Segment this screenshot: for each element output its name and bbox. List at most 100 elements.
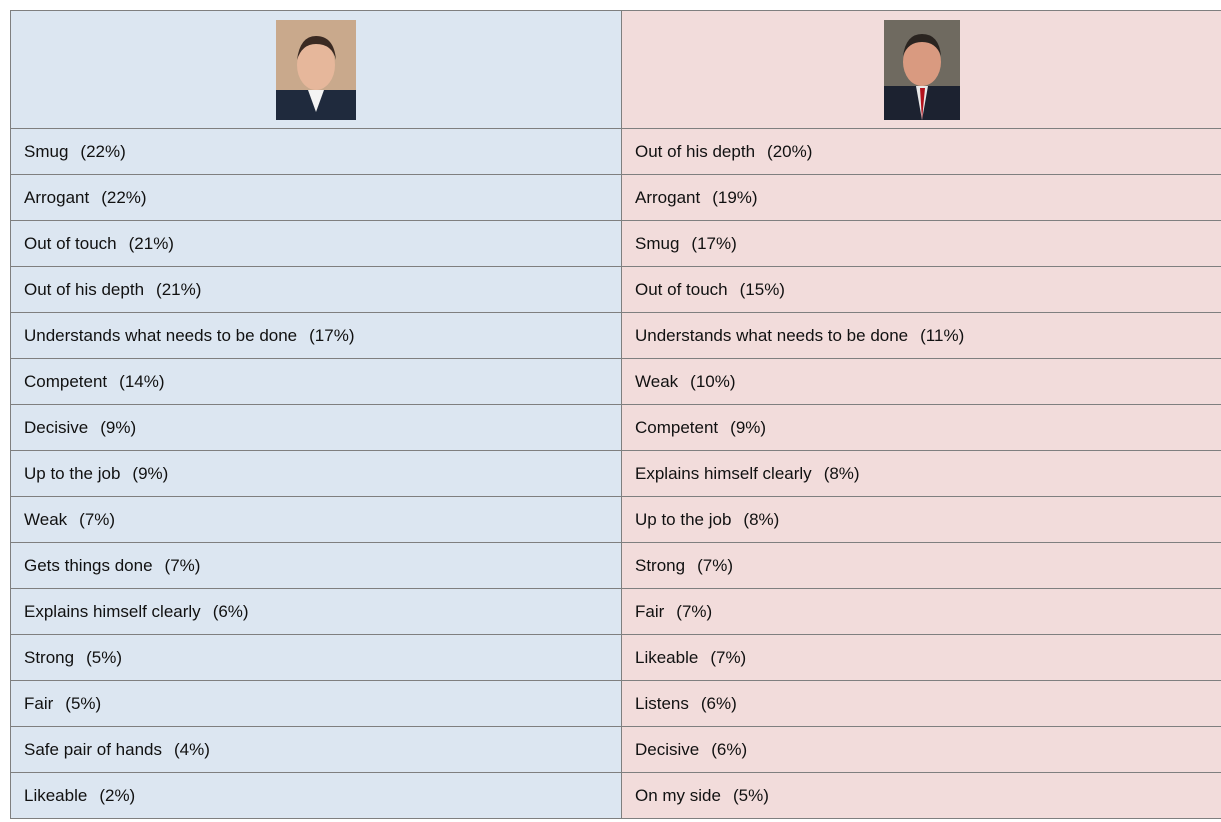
table-cell: Explains himself clearly(6%) [11,589,622,635]
trait-label: Out of his depth [24,280,144,299]
trait-label: Decisive [24,418,88,437]
table-cell: Understands what needs to be done(17%) [11,313,622,359]
table-cell: Listens (6%) [622,681,1221,727]
share-label: (6%) [711,740,747,759]
table-cell: Out of touch (15%) [622,267,1221,313]
trait-label: Likeable [635,648,698,667]
table-row: Gets things done (7%) Strong (7%) [11,543,1221,589]
portrait-right [884,20,960,120]
table-row: Competent (14%) Weak (10%) [11,359,1221,405]
table-cell: Up to the job (8%) [622,497,1221,543]
trait-label: Explains himself clearly [24,602,201,621]
table-row: Up to the job (9%) Explains himself clearl… [11,451,1221,497]
share-label: (19%) [712,188,757,207]
table-cell: Fair (7%) [622,589,1221,635]
trait-label: Fair [635,602,664,621]
table-cell: Competent (14%) [11,359,622,405]
share-label: (22%) [101,188,146,207]
share-label: (6%) [701,694,737,713]
table-cell: Strong (5%) [11,635,622,681]
table-cell: Safe pair of hands(4%) [11,727,622,773]
header-row [11,11,1221,129]
table-cell: Explains himself clearly (8%) [622,451,1221,497]
trait-label: Strong [635,556,685,575]
share-label: (7%) [79,510,115,529]
table-row: Out of touch (21%) Smug (17%) [11,221,1221,267]
table-row: Decisive (9%) Competent (9%) [11,405,1221,451]
table-cell: Arrogant (22%) [11,175,622,221]
share-label: (9%) [132,464,168,483]
table-cell: Competent (9%) [622,405,1221,451]
table-cell: Likeable(2%) [11,773,622,819]
share-label: (7%) [697,556,733,575]
table-row: Strong (5%) Likeable (7%) [11,635,1221,681]
table-body: Smug (22%) Out of his depth (20%) Arrogant (2… [11,11,1221,819]
share-label: (10%) [690,372,735,391]
trait-label: Fair [24,694,53,713]
trait-label: Out of touch [24,234,117,253]
table-cell: Likeable (7%) [622,635,1221,681]
trait-label: Arrogant [24,188,89,207]
trait-label: Up to the job [24,464,120,483]
trait-label: Out of his depth [635,142,755,161]
trait-label: Up to the job [635,510,731,529]
share-label: (7%) [676,602,712,621]
table-row: Likeable(2%) On my side (5%) [11,773,1221,819]
table-cell: Arrogant (19%) [622,175,1221,221]
table-cell: Fair (5%) [11,681,622,727]
share-label: (9%) [730,418,766,437]
table-row: Smug (22%) Out of his depth (20%) [11,129,1221,175]
share-label: (8%) [743,510,779,529]
table-row: Arrogant (22%) Arrogant (19%) [11,175,1221,221]
share-label: (5%) [733,786,769,805]
share-label: (21%) [129,234,174,253]
trait-label: Decisive [635,740,699,759]
share-label: (17%) [309,326,354,345]
trait-label: Smug [635,234,679,253]
table-cell: On my side (5%) [622,773,1221,819]
share-label: (20%) [767,142,812,161]
trait-label: Weak [635,372,678,391]
table-cell: Up to the job (9%) [11,451,622,497]
table-cell: Decisive (6%) [622,727,1221,773]
table-cell: Decisive (9%) [11,405,622,451]
comparison-table: Smug (22%) Out of his depth (20%) Arrogant (2… [10,10,1221,819]
share-label: (17%) [691,234,736,253]
trait-label: Smug [24,142,68,161]
table-cell: Out of his depth(21%) [11,267,622,313]
trait-label: Gets things done [24,556,153,575]
table-cell: Out of his depth (20%) [622,129,1221,175]
table-cell: Weak(7%) [11,497,622,543]
trait-label: Strong [24,648,74,667]
trait-label: Arrogant [635,188,700,207]
share-label: (14%) [119,372,164,391]
share-label: (7%) [710,648,746,667]
share-label: (5%) [65,694,101,713]
trait-label: Out of touch [635,280,728,299]
table-row: Understands what needs to be done(17%)Un… [11,313,1221,359]
share-label: (8%) [824,464,860,483]
table-cell: Out of touch (21%) [11,221,622,267]
share-label: (9%) [100,418,136,437]
header-cell [622,11,1221,129]
portrait-left [276,20,356,120]
share-label: (5%) [86,648,122,667]
table-cell: Smug (22%) [11,129,622,175]
table-row: Weak(7%) Up to the job (8%) [11,497,1221,543]
share-label: (15%) [740,280,785,299]
table-row: Out of his depth(21%) Out of touch (15%) [11,267,1221,313]
share-label: (2%) [99,786,135,805]
table-cell: Strong (7%) [622,543,1221,589]
trait-label: Understands what needs to be done [635,326,908,345]
share-label: (22%) [80,142,125,161]
share-label: (11%) [920,326,964,345]
table-cell: Smug (17%) [622,221,1221,267]
table-row: Fair (5%) Listens (6%) [11,681,1221,727]
trait-label: Explains himself clearly [635,464,812,483]
trait-label: Competent [24,372,107,391]
share-label: (7%) [165,556,201,575]
trait-label: On my side [635,786,721,805]
trait-label: Competent [635,418,718,437]
trait-label: Listens [635,694,689,713]
header-cell [11,11,622,129]
